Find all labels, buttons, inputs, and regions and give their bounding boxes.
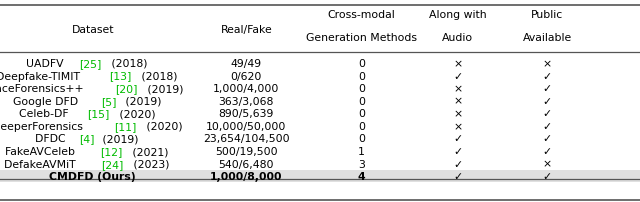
Text: ✓: ✓ [543, 96, 552, 106]
Text: 540/6,480: 540/6,480 [219, 159, 274, 169]
Text: 4: 4 [358, 171, 365, 181]
Text: [11]: [11] [114, 121, 136, 131]
Text: [15]: [15] [87, 109, 109, 119]
Text: Deepfake-TIMIT: Deepfake-TIMIT [0, 71, 84, 81]
Text: ×: × [453, 121, 462, 131]
Text: 49/49: 49/49 [231, 59, 262, 69]
Text: 890/5,639: 890/5,639 [219, 109, 274, 119]
Text: [4]: [4] [79, 134, 95, 144]
Text: ✓: ✓ [453, 134, 462, 144]
Text: (2021): (2021) [129, 146, 169, 156]
Text: CMDFD (Ours): CMDFD (Ours) [49, 171, 136, 181]
Text: 0: 0 [358, 71, 365, 81]
Text: (2020): (2020) [143, 121, 182, 131]
Text: ×: × [543, 159, 552, 169]
Text: ×: × [453, 109, 462, 119]
Text: ×: × [543, 59, 552, 69]
Text: 0: 0 [358, 59, 365, 69]
Text: (2018): (2018) [108, 59, 148, 69]
Text: DeeperForensics: DeeperForensics [0, 121, 86, 131]
Text: ✓: ✓ [543, 71, 552, 81]
Text: Dataset: Dataset [72, 25, 114, 35]
Text: 0: 0 [358, 84, 365, 94]
Text: Audio: Audio [442, 33, 473, 42]
Text: 0: 0 [358, 121, 365, 131]
Text: Celeb-DF: Celeb-DF [19, 109, 72, 119]
Text: 0/620: 0/620 [230, 71, 262, 81]
Text: 10,000/50,000: 10,000/50,000 [206, 121, 287, 131]
Text: 3: 3 [358, 159, 365, 169]
Text: 363/3,068: 363/3,068 [219, 96, 274, 106]
Text: [5]: [5] [102, 96, 117, 106]
Text: FaceForensics++: FaceForensics++ [0, 84, 87, 94]
Text: 0: 0 [358, 96, 365, 106]
Text: ✓: ✓ [543, 109, 552, 119]
Text: [24]: [24] [101, 159, 124, 169]
Text: Google DFD: Google DFD [13, 96, 82, 106]
Text: ✓: ✓ [543, 146, 552, 156]
Text: Available: Available [523, 33, 572, 42]
Text: ×: × [453, 84, 462, 94]
Text: Generation Methods: Generation Methods [306, 33, 417, 42]
Text: Cross-modal: Cross-modal [328, 10, 396, 20]
Text: (2019): (2019) [99, 134, 139, 144]
Text: 23,654/104,500: 23,654/104,500 [203, 134, 290, 144]
Text: ✓: ✓ [543, 84, 552, 94]
Text: [13]: [13] [109, 71, 132, 81]
Text: (2020): (2020) [116, 109, 156, 119]
Text: (2019): (2019) [122, 96, 161, 106]
Text: ✓: ✓ [453, 146, 462, 156]
Text: ×: × [453, 96, 462, 106]
Text: ✓: ✓ [453, 159, 462, 169]
Text: Public: Public [531, 10, 563, 20]
Text: DFDC: DFDC [35, 134, 69, 144]
Text: ✓: ✓ [543, 134, 552, 144]
Text: FakeAVCeleb: FakeAVCeleb [6, 146, 79, 156]
Text: 1: 1 [358, 146, 365, 156]
Text: UADFV: UADFV [26, 59, 67, 69]
Text: 0: 0 [358, 109, 365, 119]
Text: ×: × [453, 59, 462, 69]
Text: [12]: [12] [100, 146, 123, 156]
Text: ✓: ✓ [543, 121, 552, 131]
Text: 1,000/4,000: 1,000/4,000 [213, 84, 280, 94]
Bar [0, 170, 640, 182]
Text: ✓: ✓ [543, 171, 552, 181]
Text: 1,000/8,000: 1,000/8,000 [210, 171, 283, 181]
Text: (2023): (2023) [130, 159, 170, 169]
Text: Along with: Along with [429, 10, 486, 20]
Text: ✓: ✓ [453, 171, 462, 181]
Text: [25]: [25] [79, 59, 102, 69]
Text: 0: 0 [358, 134, 365, 144]
Text: DefakeAVMiT: DefakeAVMiT [4, 159, 79, 169]
Text: ✓: ✓ [453, 71, 462, 81]
Text: (2019): (2019) [145, 84, 184, 94]
Text: 500/19,500: 500/19,500 [215, 146, 278, 156]
Text: (2018): (2018) [138, 71, 178, 81]
Text: Real/Fake: Real/Fake [221, 25, 272, 35]
Text: [20]: [20] [115, 84, 138, 94]
